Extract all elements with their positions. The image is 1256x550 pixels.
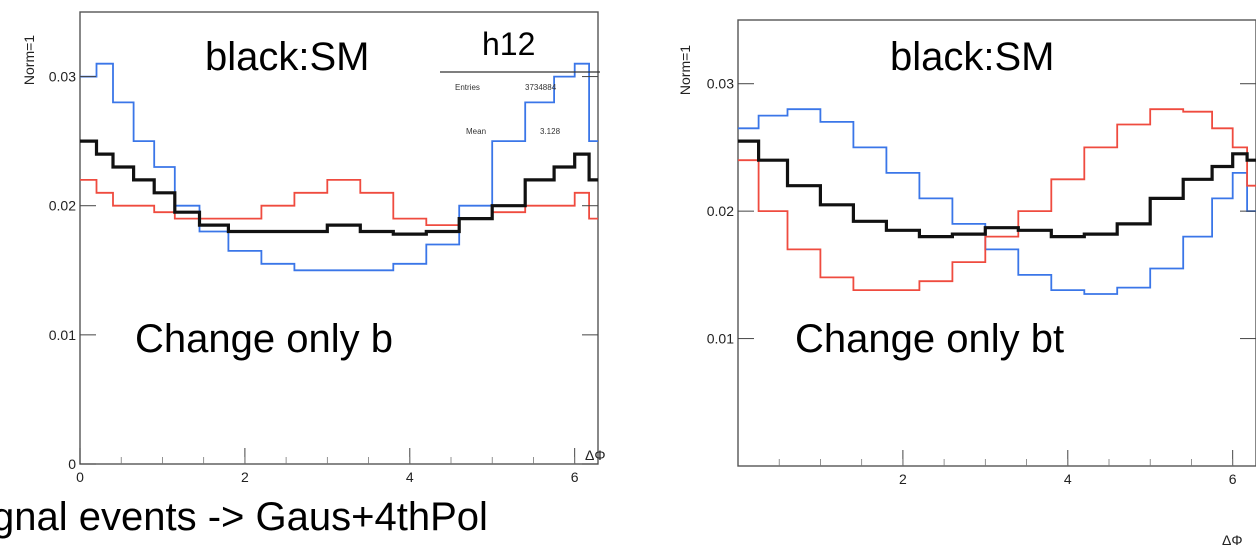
stats-mean-value: 3.128 — [540, 127, 561, 136]
chart-left-series-1-line — [80, 178, 598, 227]
chart-right-series-group — [738, 108, 1256, 295]
chart-left-frame — [79, 11, 599, 465]
stats-mean-label: Mean — [466, 127, 486, 136]
chart-left-ylabel: Norm=1 — [21, 35, 37, 85]
chart-right: Norm=1 0.01 0.02 0.03 2 4 6 black:SM Change o… — [677, 19, 1256, 548]
chart-left-series-0-line — [80, 62, 598, 272]
chart-left-xtick-label: 6 — [571, 469, 579, 485]
chart-left-annotation-sm: black:SM — [205, 35, 370, 79]
chart-right-xtick-label: 6 — [1229, 471, 1237, 487]
chart-right-ytick-label: 0.03 — [707, 76, 734, 92]
chart-left-ytick-label: 0 — [68, 456, 76, 472]
chart-right-annotation-change: Change only bt — [795, 317, 1064, 361]
stats-entries-value: 3734884 — [525, 83, 557, 92]
chart-right-ytick-label: 0.01 — [707, 331, 734, 347]
chart-right-ylabel: Norm=1 — [677, 45, 693, 95]
chart-right-frame — [737, 19, 1256, 467]
chart-left-ticks: 0 0.01 0.02 0.03 0 2 4 6 — [49, 69, 598, 485]
caption-text: gnal events -> Gaus+4thPol — [0, 495, 488, 539]
stats-entries-label: Entries — [455, 83, 480, 92]
chart-right-xlabel: ΔΦ — [1222, 532, 1243, 548]
chart-right-xtick-label: 4 — [1064, 471, 1072, 487]
chart-right-ytick-label: 0.02 — [707, 203, 734, 219]
chart-left-annotation-change: Change only b — [135, 317, 393, 361]
stats-box-name: h12 — [482, 26, 535, 62]
chart-left: Norm=1 0 0.01 0.02 0.03 0 2 4 6 black:SM Change… — [21, 11, 606, 485]
chart-left-xtick-label: 0 — [76, 469, 84, 485]
chart-left-ytick-label: 0.02 — [49, 198, 76, 214]
chart-right-annotation-sm: black:SM — [890, 35, 1055, 79]
chart-right-xtick-label: 2 — [899, 471, 907, 487]
chart-left-ytick-label: 0.01 — [49, 327, 76, 343]
chart-left-ytick-label: 0.03 — [49, 69, 76, 85]
chart-right-series-2-line — [738, 139, 1256, 239]
chart-left-series-2-line — [80, 139, 598, 236]
stats-box: h12 Entries 3734884 Mean 3.128 — [440, 26, 600, 136]
chart-right-ticks: 0.01 0.02 0.03 2 4 6 — [707, 76, 1256, 487]
chart-right-series-0-line — [738, 108, 1256, 295]
chart-left-xtick-label: 2 — [241, 469, 249, 485]
chart-right-series-1-line — [738, 108, 1256, 292]
chart-left-series-group — [80, 62, 598, 272]
chart-left-xlabel: ΔΦ — [585, 447, 606, 463]
chart-left-xtick-label: 4 — [406, 469, 414, 485]
